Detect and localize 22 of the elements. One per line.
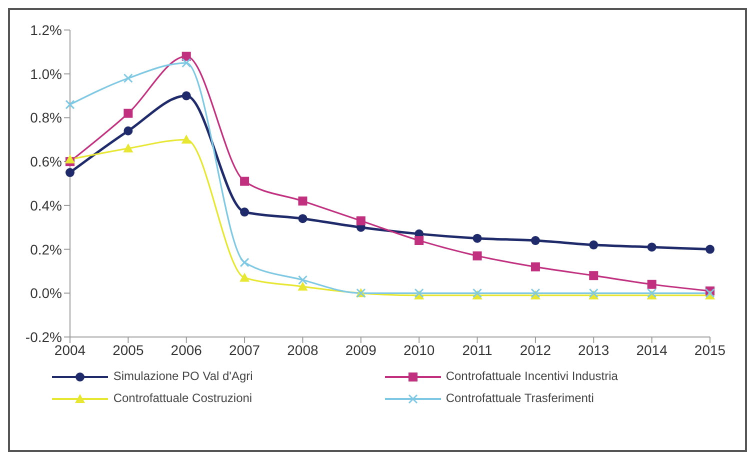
x-tick-label: 2006 (170, 342, 202, 358)
y-tick-label: 0.2% (30, 241, 62, 258)
legend-label: Controfattuale Incentivi Industria (446, 369, 618, 383)
legend-label: Controfattuale Costruzioni (113, 391, 252, 405)
x-tick-label: 2009 (345, 342, 377, 358)
x-tick-label: 2014 (636, 342, 668, 358)
y-tick-label: 0.4% (30, 197, 62, 214)
x-tick-label: 2013 (578, 342, 610, 358)
x-tick-label: 2007 (228, 342, 260, 358)
legend-label: Simulazione PO Val d'Agri (113, 369, 253, 383)
x-tick-label: 2005 (112, 342, 144, 358)
x-tick-label: 2012 (520, 342, 552, 358)
legend-label: Controfattuale Trasferimenti (446, 391, 594, 405)
x-tick-label: 2015 (694, 342, 726, 358)
x-tick-label: 2008 (287, 342, 319, 358)
y-tick-label: 0.6% (30, 154, 62, 170)
y-tick-label: 1.2% (30, 22, 62, 38)
y-tick-label: 0.8% (30, 110, 62, 126)
y-tick-label: 1.0% (30, 66, 62, 82)
x-tick-label: 2010 (404, 342, 435, 358)
x-tick-label: 2011 (462, 342, 493, 358)
y-tick-label: 0.0% (30, 285, 62, 302)
